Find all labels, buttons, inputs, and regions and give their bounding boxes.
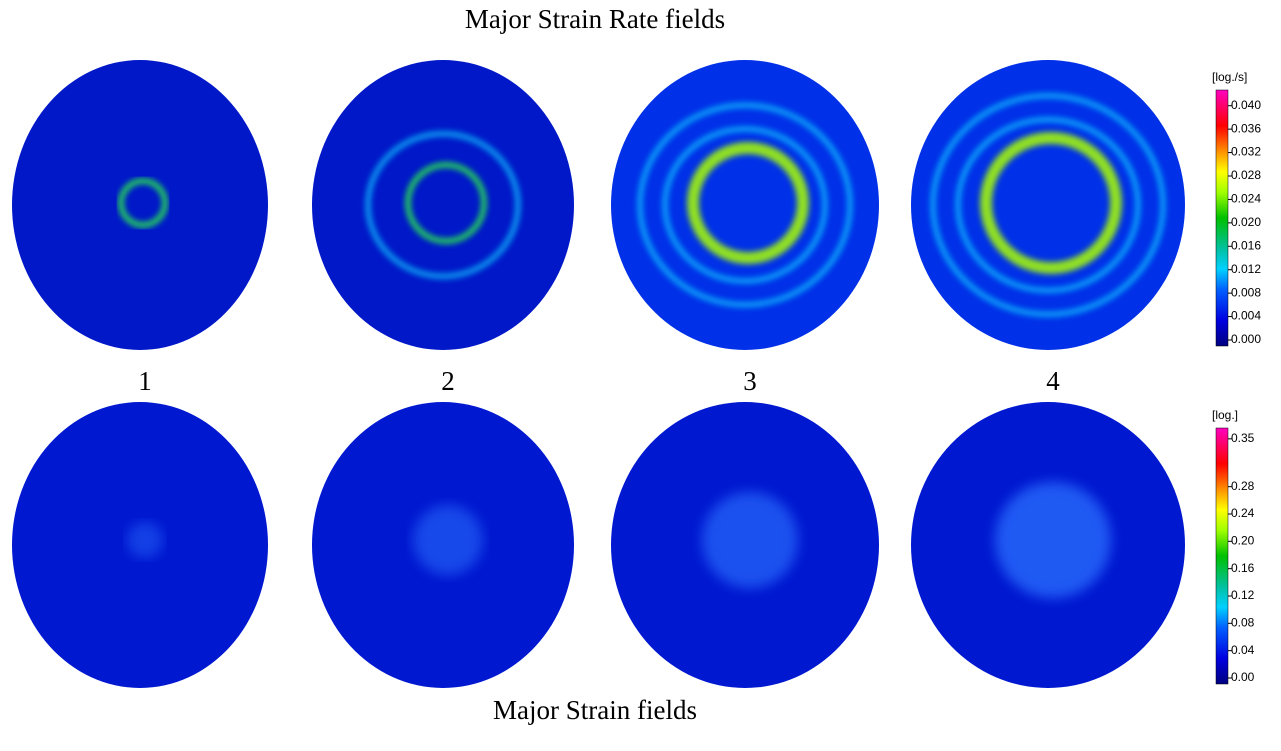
colorbar-tick-label: 0.004 xyxy=(1231,309,1261,323)
colorbar-tick-label: 0.008 xyxy=(1231,285,1261,299)
strain-disc xyxy=(702,492,798,588)
colorbar-tick-label: 0.08 xyxy=(1231,616,1255,630)
colorbar-tick-label: 0.28 xyxy=(1231,479,1255,493)
colorbar-tick-label: 0.032 xyxy=(1231,145,1261,159)
colorbar-tick-label: 0.020 xyxy=(1231,215,1261,229)
colorbar xyxy=(1215,89,1229,347)
colorbar-tick-label: 0.036 xyxy=(1231,121,1261,135)
rate-ring xyxy=(637,102,853,308)
colorbar-tick-label: 0.024 xyxy=(1231,192,1261,206)
rate-ring xyxy=(930,92,1166,318)
colorbar-unit: [log./s] xyxy=(1212,70,1247,84)
rate-ring xyxy=(365,130,521,280)
colorbar-tick-label: 0.040 xyxy=(1231,98,1261,112)
strain-disc xyxy=(127,522,163,558)
rate-field xyxy=(312,60,574,350)
colorbar-tick-label: 0.016 xyxy=(1231,238,1261,252)
colorbar-tick-label: 0.16 xyxy=(1231,561,1255,575)
rate-ring xyxy=(405,162,487,244)
rate-ring xyxy=(662,126,828,284)
panel-label: 2 xyxy=(441,366,455,396)
panel-label: 4 xyxy=(1046,366,1060,396)
panel-label: 1 xyxy=(138,366,152,396)
colorbar-tick-label: 0.012 xyxy=(1231,262,1261,276)
colorbar-tick-label: 0.20 xyxy=(1231,534,1255,548)
rate-field xyxy=(12,60,268,350)
colorbar-tick-label: 0.24 xyxy=(1231,506,1255,520)
rate-field xyxy=(611,60,879,350)
strain-disc xyxy=(995,482,1111,598)
strain-disc xyxy=(413,505,483,575)
colorbar-tick-label: 0.04 xyxy=(1231,643,1255,657)
rate-field xyxy=(911,60,1185,350)
rate-ring xyxy=(687,142,809,264)
rate-ring xyxy=(980,132,1122,274)
panel-label: 3 xyxy=(743,366,757,396)
top-title: Major Strain Rate fields xyxy=(465,4,725,34)
rate-ring xyxy=(118,178,168,228)
rate-ring xyxy=(955,116,1141,294)
colorbar-tick-label: 0.028 xyxy=(1231,168,1261,182)
colorbar xyxy=(1215,427,1229,685)
bottom-title: Major Strain fields xyxy=(493,695,697,725)
colorbar-tick-label: 0.35 xyxy=(1231,431,1255,445)
colorbar-unit: [log.] xyxy=(1212,408,1238,422)
colorbar-tick-label: 0.12 xyxy=(1231,588,1255,602)
colorbar-tick-label: 0.00 xyxy=(1231,670,1255,684)
colorbar-tick-label: 0.000 xyxy=(1231,332,1261,346)
